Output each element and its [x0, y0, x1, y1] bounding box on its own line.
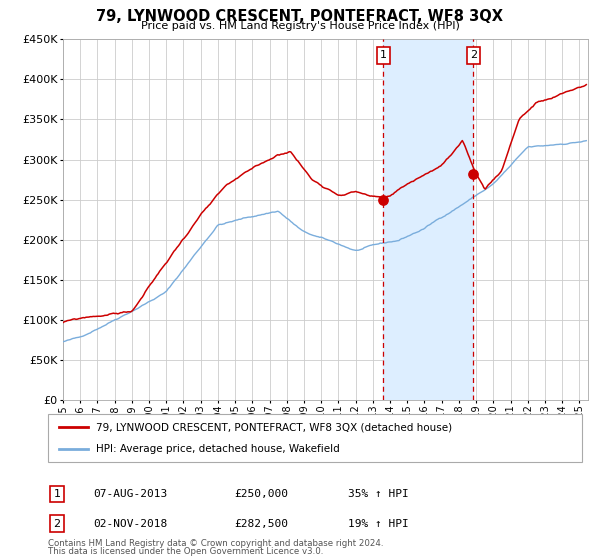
Text: Price paid vs. HM Land Registry's House Price Index (HPI): Price paid vs. HM Land Registry's House …: [140, 21, 460, 31]
Text: 07-AUG-2013: 07-AUG-2013: [93, 489, 167, 499]
Text: 1: 1: [380, 50, 386, 60]
Text: 35% ↑ HPI: 35% ↑ HPI: [348, 489, 409, 499]
Text: £282,500: £282,500: [234, 519, 288, 529]
Text: 19% ↑ HPI: 19% ↑ HPI: [348, 519, 409, 529]
Text: 79, LYNWOOD CRESCENT, PONTEFRACT, WF8 3QX: 79, LYNWOOD CRESCENT, PONTEFRACT, WF8 3Q…: [97, 9, 503, 24]
Text: 79, LYNWOOD CRESCENT, PONTEFRACT, WF8 3QX (detached house): 79, LYNWOOD CRESCENT, PONTEFRACT, WF8 3Q…: [96, 422, 452, 432]
Text: 2: 2: [470, 50, 477, 60]
Text: £250,000: £250,000: [234, 489, 288, 499]
Text: 2: 2: [53, 519, 61, 529]
FancyBboxPatch shape: [48, 414, 582, 462]
Text: This data is licensed under the Open Government Licence v3.0.: This data is licensed under the Open Gov…: [48, 547, 323, 556]
Text: HPI: Average price, detached house, Wakefield: HPI: Average price, detached house, Wake…: [96, 444, 340, 454]
Point: [469, 169, 478, 178]
Text: 02-NOV-2018: 02-NOV-2018: [93, 519, 167, 529]
Text: Contains HM Land Registry data © Crown copyright and database right 2024.: Contains HM Land Registry data © Crown c…: [48, 539, 383, 548]
Text: 1: 1: [53, 489, 61, 499]
Bar: [383, 39, 473, 400]
Point: [379, 195, 388, 204]
